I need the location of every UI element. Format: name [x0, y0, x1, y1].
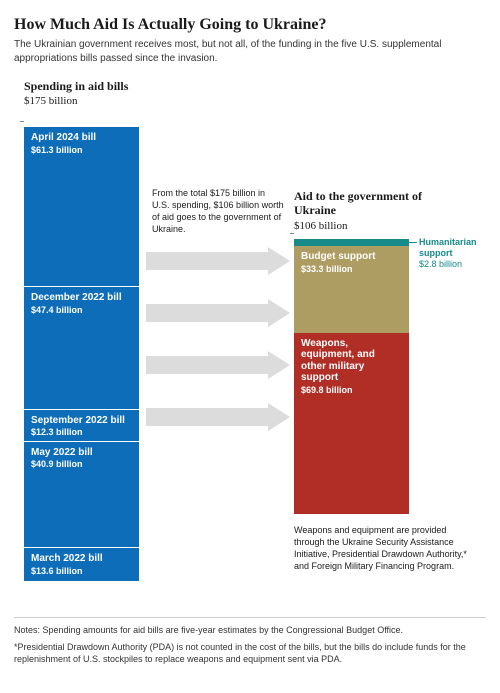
chart-subtitle: The Ukrainian government receives most, … — [14, 38, 486, 65]
flow-arrow-icon — [146, 351, 290, 379]
left-bar: April 2024 bill$61.3 billionDecember 202… — [24, 127, 139, 581]
humanitarian-label-text2: support — [419, 248, 477, 259]
note-line: Notes: Spending amounts for aid bills ar… — [14, 624, 486, 637]
left-segment: May 2022 bill$40.9 billion — [24, 441, 139, 547]
humanitarian-label: Humanitarian support $2.8 billion — [419, 237, 477, 269]
right-header-total: $106 billion — [294, 220, 434, 232]
right-segment-label: Weapons, equipment, and other military s… — [301, 338, 402, 384]
right-footnote: Weapons and equipment are provided throu… — [294, 524, 474, 573]
right-top-tick — [290, 233, 294, 234]
left-segment-value: $61.3 billion — [31, 145, 132, 155]
flow-arrow-icon — [146, 299, 290, 327]
left-segment-label: May 2022 bill — [31, 447, 132, 459]
chart-title: How Much Aid Is Actually Going to Ukrain… — [14, 16, 486, 34]
flow-arrow-icon — [146, 403, 290, 431]
left-segment: March 2022 bill$13.6 billion — [24, 547, 139, 582]
middle-text: From the total $175 billion in U.S. spen… — [152, 187, 284, 236]
right-column-header: Aid to the government of Ukraine $106 bi… — [294, 189, 434, 232]
right-header-title: Aid to the government of Ukraine — [294, 189, 434, 218]
left-segment-value: $12.3 billion — [31, 427, 132, 437]
left-header-total: $175 billion — [24, 95, 128, 107]
right-bar: Budget support$33.3 billion Weapons, equi… — [294, 239, 409, 514]
humanitarian-connector — [409, 242, 417, 243]
right-segment-value: $69.8 billion — [301, 385, 402, 395]
chart-notes: Notes: Spending amounts for aid bills ar… — [14, 617, 486, 666]
chart-area: Spending in aid bills $175 billion April… — [14, 79, 486, 609]
left-segment-value: $40.9 billion — [31, 459, 132, 469]
left-column-header: Spending in aid bills $175 billion — [24, 79, 128, 107]
left-segment: April 2024 bill$61.3 billion — [24, 127, 139, 286]
left-segment-label: March 2022 bill — [31, 553, 132, 565]
right-segment: Weapons, equipment, and other military s… — [294, 333, 409, 514]
left-top-tick — [20, 121, 24, 122]
left-header-title: Spending in aid bills — [24, 79, 128, 93]
note-line: *Presidential Drawdown Authority (PDA) i… — [14, 641, 486, 666]
left-segment-label: September 2022 bill — [31, 415, 132, 427]
humanitarian-label-value: $2.8 billion — [419, 259, 477, 270]
right-segment-value: $33.3 billion — [301, 264, 402, 274]
left-segment-label: December 2022 bill — [31, 292, 132, 304]
humanitarian-label-text: Humanitarian — [419, 237, 477, 248]
right-segment-label: Budget support — [301, 251, 402, 263]
right-segment: Budget support$33.3 billion — [294, 246, 409, 332]
left-segment-value: $13.6 billion — [31, 566, 132, 576]
left-segment-value: $47.4 billion — [31, 305, 132, 315]
left-segment: September 2022 bill$12.3 billion — [24, 409, 139, 441]
flow-arrow-icon — [146, 247, 290, 275]
left-segment: December 2022 bill$47.4 billion — [24, 286, 139, 409]
left-segment-label: April 2024 bill — [31, 132, 132, 144]
